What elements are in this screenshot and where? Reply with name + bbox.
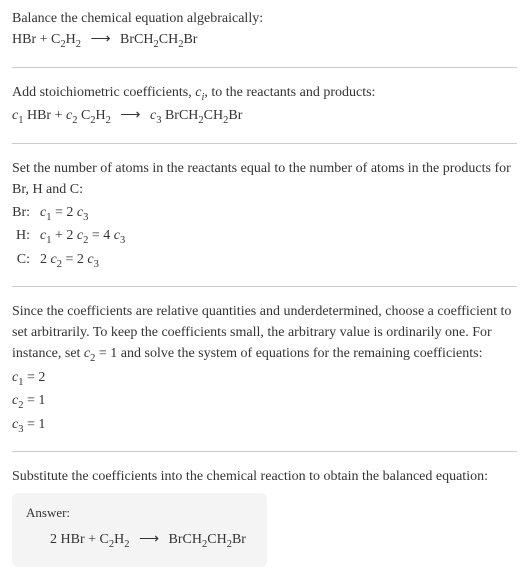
coeff-line: c1 = 2 [12, 367, 517, 391]
atoms-section: Set the number of atoms in the reactants… [12, 158, 517, 273]
divider [12, 286, 517, 287]
intro-section: Balance the chemical equation algebraica… [12, 8, 517, 53]
stoich-text: Add stoichiometric coefficients, ci, to … [12, 82, 517, 106]
atoms-eq: c1 + 2 c2 = 4 c3 [40, 225, 135, 249]
intro-reaction: HBr + C2H2 ⟶ BrCH2CH2Br [12, 29, 517, 53]
atoms-label: H: [12, 225, 40, 249]
divider [12, 143, 517, 144]
intro-line: Balance the chemical equation algebraica… [12, 8, 517, 29]
atoms-eq: 2 c2 = 2 c3 [40, 249, 135, 273]
coeff-line: c2 = 1 [12, 390, 517, 414]
stoich-section: Add stoichiometric coefficients, ci, to … [12, 82, 517, 129]
atoms-intro: Set the number of atoms in the reactants… [12, 158, 517, 200]
stoich-reaction: c1 HBr + c2 C2H2 ⟶ c3 BrCH2CH2Br [12, 105, 517, 129]
atoms-row: C: 2 c2 = 2 c3 [12, 249, 135, 273]
atoms-row: Br: c1 = 2 c3 [12, 202, 135, 226]
divider [12, 67, 517, 68]
answer-box: Answer: 2 HBr + C2H2 ⟶ BrCH2CH2Br [12, 493, 267, 566]
solve-section: Since the coefficients are relative quan… [12, 301, 517, 437]
coeff-list: c1 = 2 c2 = 1 c3 = 1 [12, 367, 517, 438]
coeff-line: c3 = 1 [12, 414, 517, 438]
divider [12, 451, 517, 452]
atoms-label: Br: [12, 202, 40, 226]
atoms-eq: c1 = 2 c3 [40, 202, 135, 226]
substitute-text: Substitute the coefficients into the che… [12, 466, 517, 487]
answer-equation: 2 HBr + C2H2 ⟶ BrCH2CH2Br [26, 529, 253, 553]
atoms-label: C: [12, 249, 40, 273]
atoms-row: H: c1 + 2 c2 = 4 c3 [12, 225, 135, 249]
substitute-section: Substitute the coefficients into the che… [12, 466, 517, 566]
answer-label: Answer: [26, 503, 253, 523]
atoms-table: Br: c1 = 2 c3 H: c1 + 2 c2 = 4 c3 C: 2 c… [12, 202, 135, 273]
solve-text: Since the coefficients are relative quan… [12, 301, 517, 367]
